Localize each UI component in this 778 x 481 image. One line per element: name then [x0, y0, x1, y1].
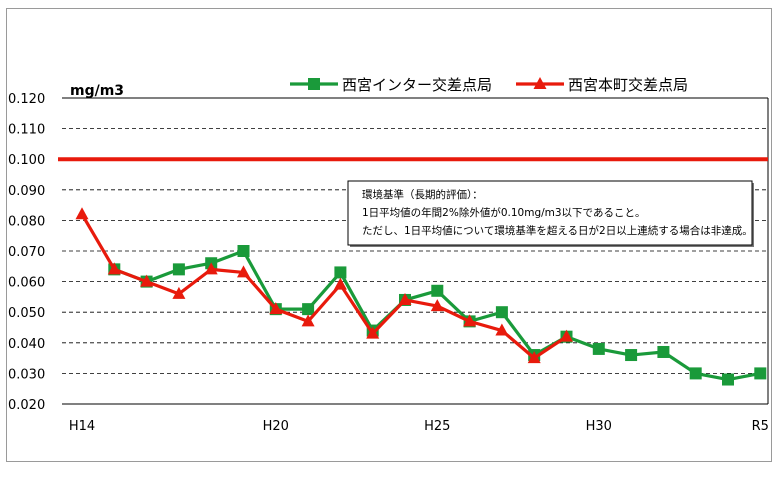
data-point-triangle: [495, 323, 509, 336]
series-group: [75, 207, 767, 386]
data-point-triangle: [398, 292, 412, 305]
x-tick-label: R5: [752, 419, 769, 434]
gridlines: [62, 97, 769, 405]
data-point-square: [302, 303, 315, 316]
annotation-line: 1日平均値の年間2%除外値が0.10mg/m3以下であること。: [362, 206, 645, 219]
data-point-triangle: [366, 326, 380, 339]
data-point-triangle: [237, 265, 250, 278]
x-tick-label: H20: [263, 419, 289, 434]
x-tick-label: H25: [424, 419, 450, 434]
data-point-square: [592, 342, 605, 355]
data-point-triangle: [560, 329, 573, 342]
data-point-triangle: [107, 262, 121, 275]
annotation-box: 環境基準（長期的評価）： 1日平均値の年間2%除外値が0.10mg/m3以下である…: [347, 180, 754, 247]
data-point-square: [237, 245, 250, 257]
y-axis-unit: mg/m3: [70, 83, 124, 99]
data-point-square: [431, 284, 444, 297]
data-point-triangle: [527, 351, 541, 364]
data-point-triangle: [269, 302, 283, 315]
data-point-triangle: [333, 277, 347, 290]
y-tick-label: 0.100: [8, 153, 45, 168]
y-tick-label: 0.080: [8, 214, 45, 229]
data-point-square: [172, 263, 185, 276]
y-tick-label: 0.050: [8, 306, 45, 321]
chart-frame: [6, 8, 772, 462]
x-tick-label: H30: [586, 419, 612, 434]
legend: 西宮インター交差点局 西宮本町交差点局: [290, 76, 688, 94]
x-tick-label: H14: [69, 419, 95, 434]
data-point-triangle: [301, 314, 315, 327]
y-tick-label: 0.090: [8, 184, 45, 199]
legend-label: 西宮本町交差点局: [568, 76, 688, 94]
y-tick-label: 0.030: [8, 367, 45, 382]
y-tick-label: 0.040: [8, 337, 45, 352]
data-point-square: [689, 367, 702, 380]
annotation-line: ただし、1日平均値について環境基準を超える日が2日以上連続する場合は非達成。: [362, 224, 753, 237]
series-line: [80, 213, 568, 360]
data-point-square: [625, 349, 638, 362]
data-point-square: [495, 306, 508, 319]
data-point-triangle: [463, 314, 477, 327]
y-tick-label: 0.060: [8, 276, 45, 291]
legend-marker-triangle: [533, 77, 547, 89]
y-tick-label: 0.020: [8, 398, 45, 413]
legend-marker-square: [308, 78, 320, 90]
data-point-square: [722, 373, 734, 386]
annotation-line: 環境基準（長期的評価）：: [362, 188, 483, 201]
data-point-triangle: [430, 299, 444, 312]
y-tick-label: 0.110: [8, 123, 45, 138]
data-point-square: [334, 266, 347, 279]
data-point-triangle: [140, 274, 154, 287]
axis-labels: 0.020 0.030 0.040 0.050 0.060 0.070 0.080 0.090…: [8, 92, 769, 434]
data-point-square: [754, 367, 767, 380]
data-point-triangle: [172, 286, 186, 299]
legend-label: 西宮インター交差点局: [342, 76, 492, 94]
y-tick-label: 0.120: [8, 92, 45, 107]
data-point-triangle: [204, 262, 218, 275]
y-tick-label: 0.070: [8, 245, 45, 260]
data-point-square: [657, 345, 670, 358]
annotation-box-border: [347, 180, 753, 246]
data-point-triangle: [75, 207, 89, 220]
